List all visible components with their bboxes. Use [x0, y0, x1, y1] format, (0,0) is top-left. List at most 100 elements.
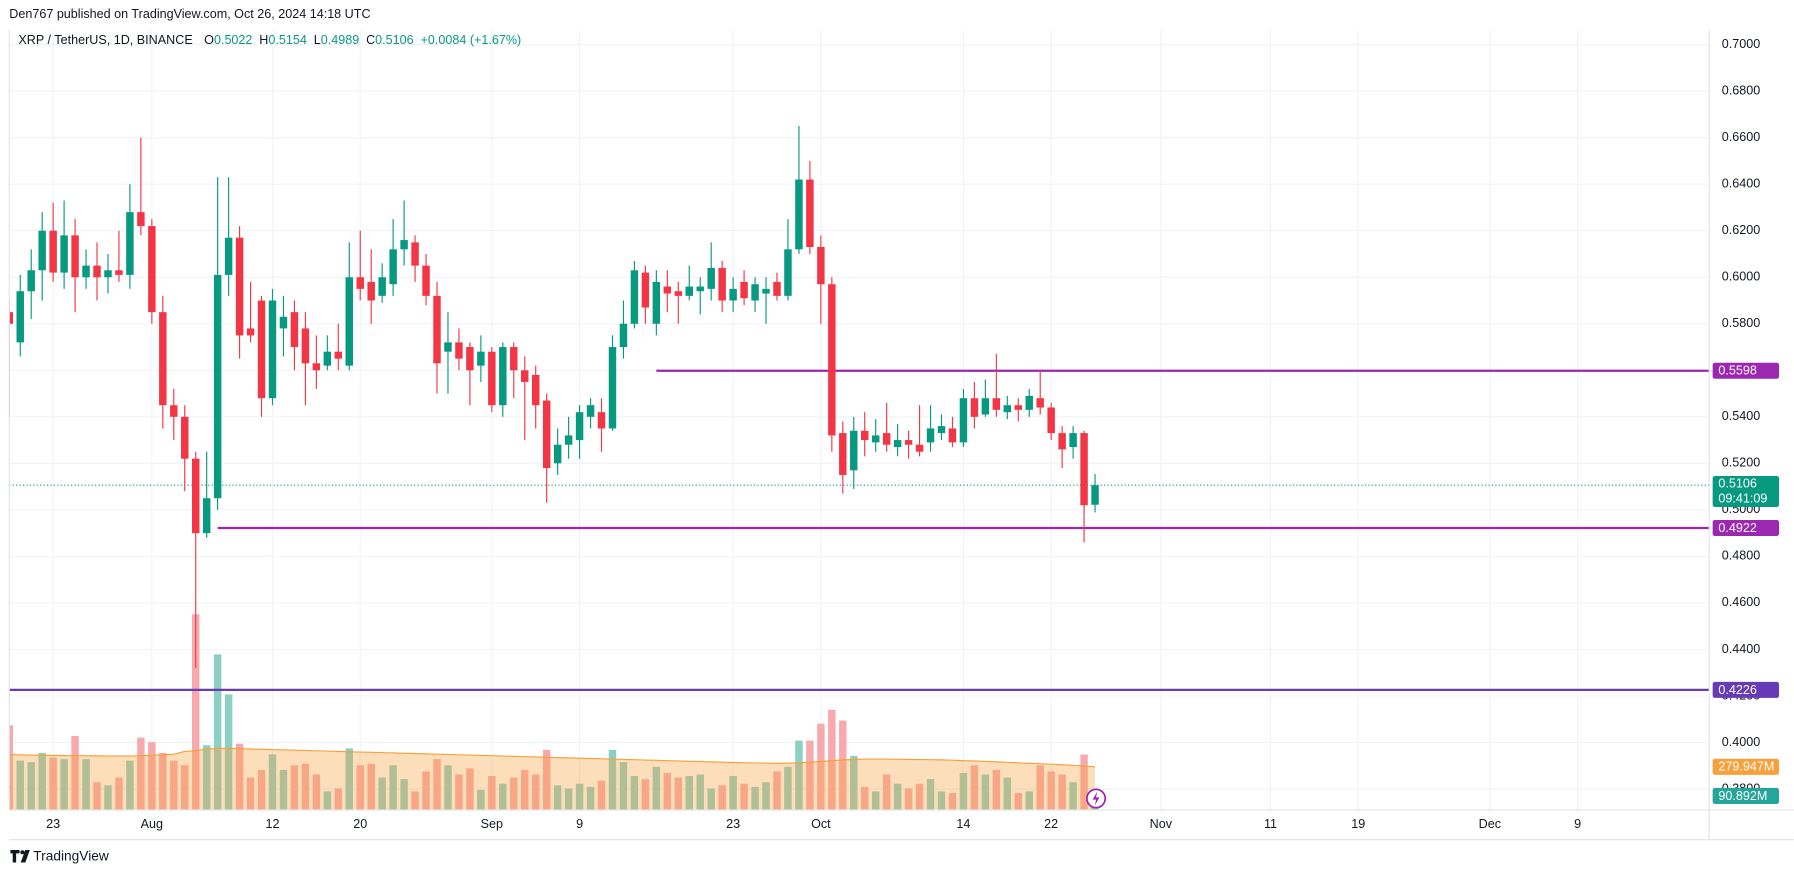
volume-bar	[126, 760, 134, 810]
volume-bar	[411, 791, 419, 810]
volume-bar	[16, 760, 24, 810]
candle-body	[1069, 433, 1077, 448]
candle-body	[553, 444, 562, 464]
volume-bar	[159, 752, 167, 810]
volume-bar	[356, 765, 364, 810]
x-tick-label: 20	[353, 817, 367, 831]
candle-body	[191, 458, 200, 534]
candle-body	[279, 316, 288, 329]
x-tick-label: 11	[1264, 817, 1277, 831]
volume-bar	[499, 783, 507, 810]
x-tick-label: Aug	[141, 817, 163, 831]
candle-body	[499, 347, 507, 406]
candle-body	[1047, 407, 1055, 434]
volume-bar	[564, 788, 573, 810]
x-tick-label: 14	[956, 817, 970, 831]
volume-bar	[367, 763, 375, 810]
header: Den767 published on TradingView.com, Oct…	[9, 7, 370, 21]
candle-body	[477, 351, 485, 366]
volume-bar	[170, 760, 178, 810]
y-tick-label: 0.5400	[1722, 409, 1760, 423]
volume-label: 90.892M	[1718, 789, 1767, 803]
level-label: 0.5598	[1718, 364, 1756, 378]
volume-bar	[148, 742, 156, 810]
candle-body	[981, 398, 990, 415]
candle-body	[729, 288, 737, 301]
candle-body	[795, 179, 803, 250]
volume-bar	[696, 774, 704, 810]
x-tick-label: 12	[265, 817, 279, 831]
footer: TradingView	[33, 848, 109, 863]
legend-change: +0.0084 (+1.67%)	[421, 34, 522, 48]
volume-bar	[740, 783, 748, 810]
x-tick-label: 23	[726, 817, 740, 831]
volume-bar	[444, 765, 452, 810]
candle-body	[619, 323, 628, 348]
candle-body	[751, 284, 759, 301]
alert-icon[interactable]	[1086, 788, 1107, 809]
level-label: 0.4922	[1718, 521, 1756, 535]
candle-body	[597, 412, 606, 429]
candle-body	[334, 351, 343, 359]
y-tick-label: 0.4400	[1722, 642, 1760, 656]
x-tick-label: Dec	[1479, 817, 1501, 831]
candle-body	[926, 428, 935, 443]
y-tick-label: 0.6000	[1722, 270, 1760, 284]
countdown: 09:41:09	[1718, 491, 1767, 505]
candle-body	[104, 270, 112, 278]
volume-bar	[992, 769, 1001, 810]
volume-bar	[181, 765, 189, 810]
y-tick-label: 0.6200	[1722, 223, 1760, 237]
volume-bar	[422, 771, 430, 810]
volume-bar	[378, 777, 386, 810]
candle-body	[345, 277, 353, 366]
candle-body	[444, 342, 452, 352]
candle-body	[49, 230, 57, 273]
volume-bar	[937, 791, 946, 810]
legend-key: H	[259, 34, 268, 48]
level-badge	[1712, 362, 1780, 379]
candle-body	[663, 286, 672, 294]
candle-body	[27, 270, 35, 292]
volume-bar	[191, 614, 200, 810]
candle-body	[882, 433, 891, 445]
level-badge	[1712, 519, 1780, 537]
grid	[9, 29, 1710, 810]
candle-body	[762, 288, 770, 294]
candle-body	[1014, 405, 1023, 410]
candle-body	[1058, 433, 1066, 450]
candle-body	[773, 281, 781, 296]
legend-key: O	[204, 34, 214, 48]
legend: XRP / TetherUS, 1D, BINANCE O0.5022 H0.515…	[18, 34, 521, 48]
volume-bar	[685, 776, 693, 810]
candle-body	[137, 212, 145, 227]
candle-body	[323, 351, 332, 366]
volume-bar	[553, 785, 562, 810]
candle-body	[246, 328, 255, 336]
volume-bar	[290, 765, 299, 810]
candle-body	[915, 444, 924, 452]
candle-body	[564, 435, 573, 445]
candle-body	[839, 433, 847, 475]
volume-bar	[762, 782, 770, 810]
candle-body	[1003, 405, 1012, 413]
volume-bar	[751, 786, 759, 810]
candle-body	[970, 398, 979, 417]
volume-bar	[312, 774, 321, 810]
volume-bar	[948, 792, 957, 810]
candle-body	[937, 426, 946, 434]
volume-bar	[718, 785, 726, 810]
volume-bar	[202, 745, 211, 810]
candle-body	[707, 267, 715, 289]
volume-bar	[279, 769, 288, 810]
candle-body	[268, 300, 277, 399]
volume-ma-badge	[1712, 758, 1780, 775]
volume-bar	[345, 748, 353, 810]
volume-bar	[246, 777, 255, 810]
candle-body	[488, 351, 496, 406]
volume-bar	[806, 740, 814, 810]
